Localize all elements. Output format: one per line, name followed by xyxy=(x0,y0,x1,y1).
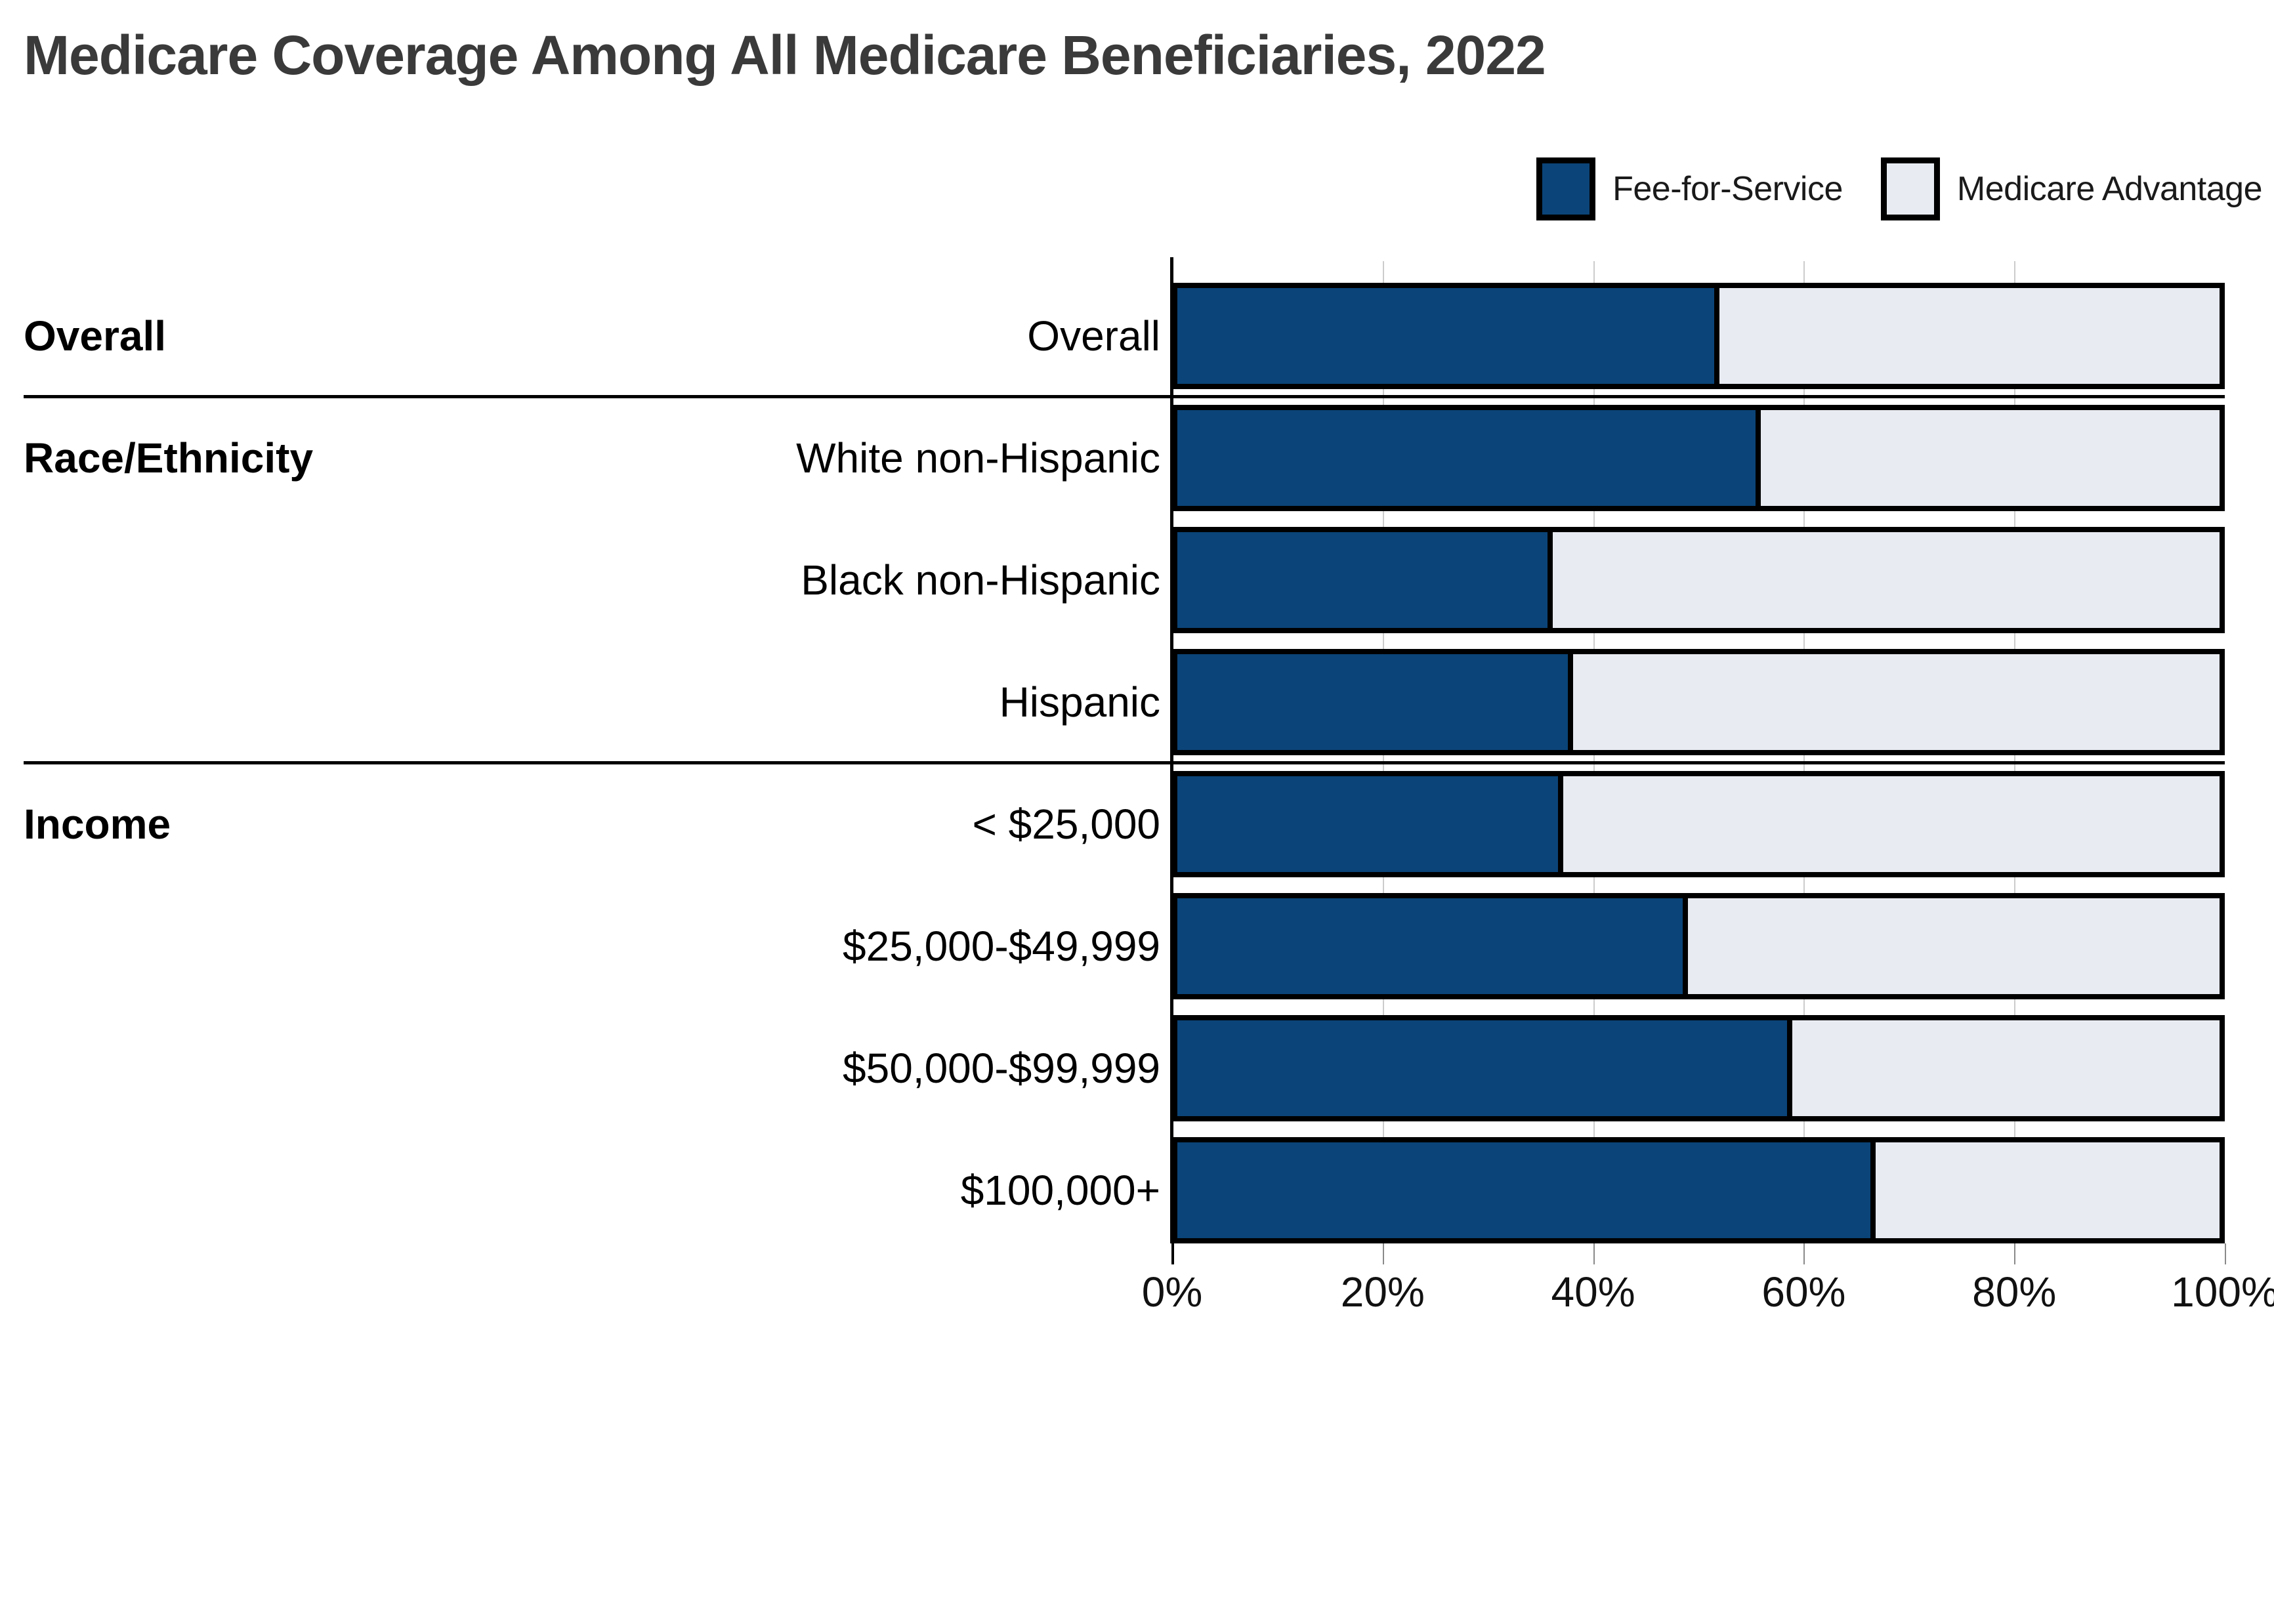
bar-row xyxy=(1172,283,2225,389)
x-axis-tick xyxy=(1382,1243,1384,1264)
bar-segment-fee-for-service xyxy=(1177,898,1689,994)
section-label-race-ethnicity: Race/Ethnicity xyxy=(24,434,314,482)
x-axis-tick xyxy=(1171,1243,1174,1264)
fee-for-service-swatch-icon xyxy=(1536,157,1596,220)
category-label: $50,000-$99,999 xyxy=(843,1045,1160,1092)
x-axis-tick-label: 60% xyxy=(1761,1268,1846,1316)
bar-row xyxy=(1172,771,2225,877)
x-axis-tick xyxy=(1593,1243,1595,1264)
bar-segment-fee-for-service xyxy=(1177,1020,1792,1116)
category-label: $100,000+ xyxy=(960,1167,1160,1214)
x-axis-tick-label: 40% xyxy=(1551,1268,1635,1316)
plot-area: 0% 20% 40% 60% 80% 100% xyxy=(1142,257,2274,1316)
legend-item-medicare-advantage: Medicare Advantage xyxy=(1880,157,2263,220)
section-divider xyxy=(24,761,2225,764)
x-axis-tick-label: 100% xyxy=(2171,1268,2274,1316)
medicare-advantage-swatch-icon xyxy=(1880,157,1940,220)
legend-label: Fee-for-Service xyxy=(1612,170,1843,208)
legend-item-fee-for-service: Fee-for-Service xyxy=(1536,157,1843,220)
bar-row xyxy=(1172,405,2225,511)
bar-segment-fee-for-service xyxy=(1177,1142,1876,1238)
bar-segment-fee-for-service xyxy=(1177,288,1719,384)
bar-row xyxy=(1172,527,2225,633)
bar-row xyxy=(1172,649,2225,755)
chart-title: Medicare Coverage Among All Medicare Ben… xyxy=(24,24,1546,86)
category-label: White non-Hispanic xyxy=(796,434,1160,482)
x-axis-tick-label: 80% xyxy=(1972,1268,2057,1316)
legend: Fee-for-Service Medicare Advantage xyxy=(1536,157,2263,220)
x-axis-tick-label: 0% xyxy=(1141,1268,1203,1316)
bar-row xyxy=(1172,1137,2225,1243)
section-label-overall: Overall xyxy=(24,312,167,360)
section-label-income: Income xyxy=(24,801,171,848)
legend-label: Medicare Advantage xyxy=(1956,170,2263,208)
category-label: Overall xyxy=(1027,312,1160,360)
bar-row xyxy=(1172,893,2225,999)
bar-row xyxy=(1172,1015,2225,1121)
x-axis-tick-label: 20% xyxy=(1340,1268,1425,1316)
y-axis-line xyxy=(1170,257,1173,1243)
section-divider xyxy=(24,395,2225,398)
x-axis-tick xyxy=(2225,1243,2226,1264)
category-label: Hispanic xyxy=(999,678,1160,726)
bar-segment-fee-for-service xyxy=(1177,776,1563,872)
category-label: $25,000-$49,999 xyxy=(843,923,1160,970)
category-label: < $25,000 xyxy=(972,801,1161,848)
x-axis-tick xyxy=(2014,1243,2016,1264)
bar-segment-fee-for-service xyxy=(1177,410,1761,506)
x-axis-tick xyxy=(1803,1243,1805,1264)
bar-segment-fee-for-service xyxy=(1177,532,1553,628)
category-label: Black non-Hispanic xyxy=(801,556,1160,604)
bar-segment-fee-for-service xyxy=(1177,654,1574,750)
